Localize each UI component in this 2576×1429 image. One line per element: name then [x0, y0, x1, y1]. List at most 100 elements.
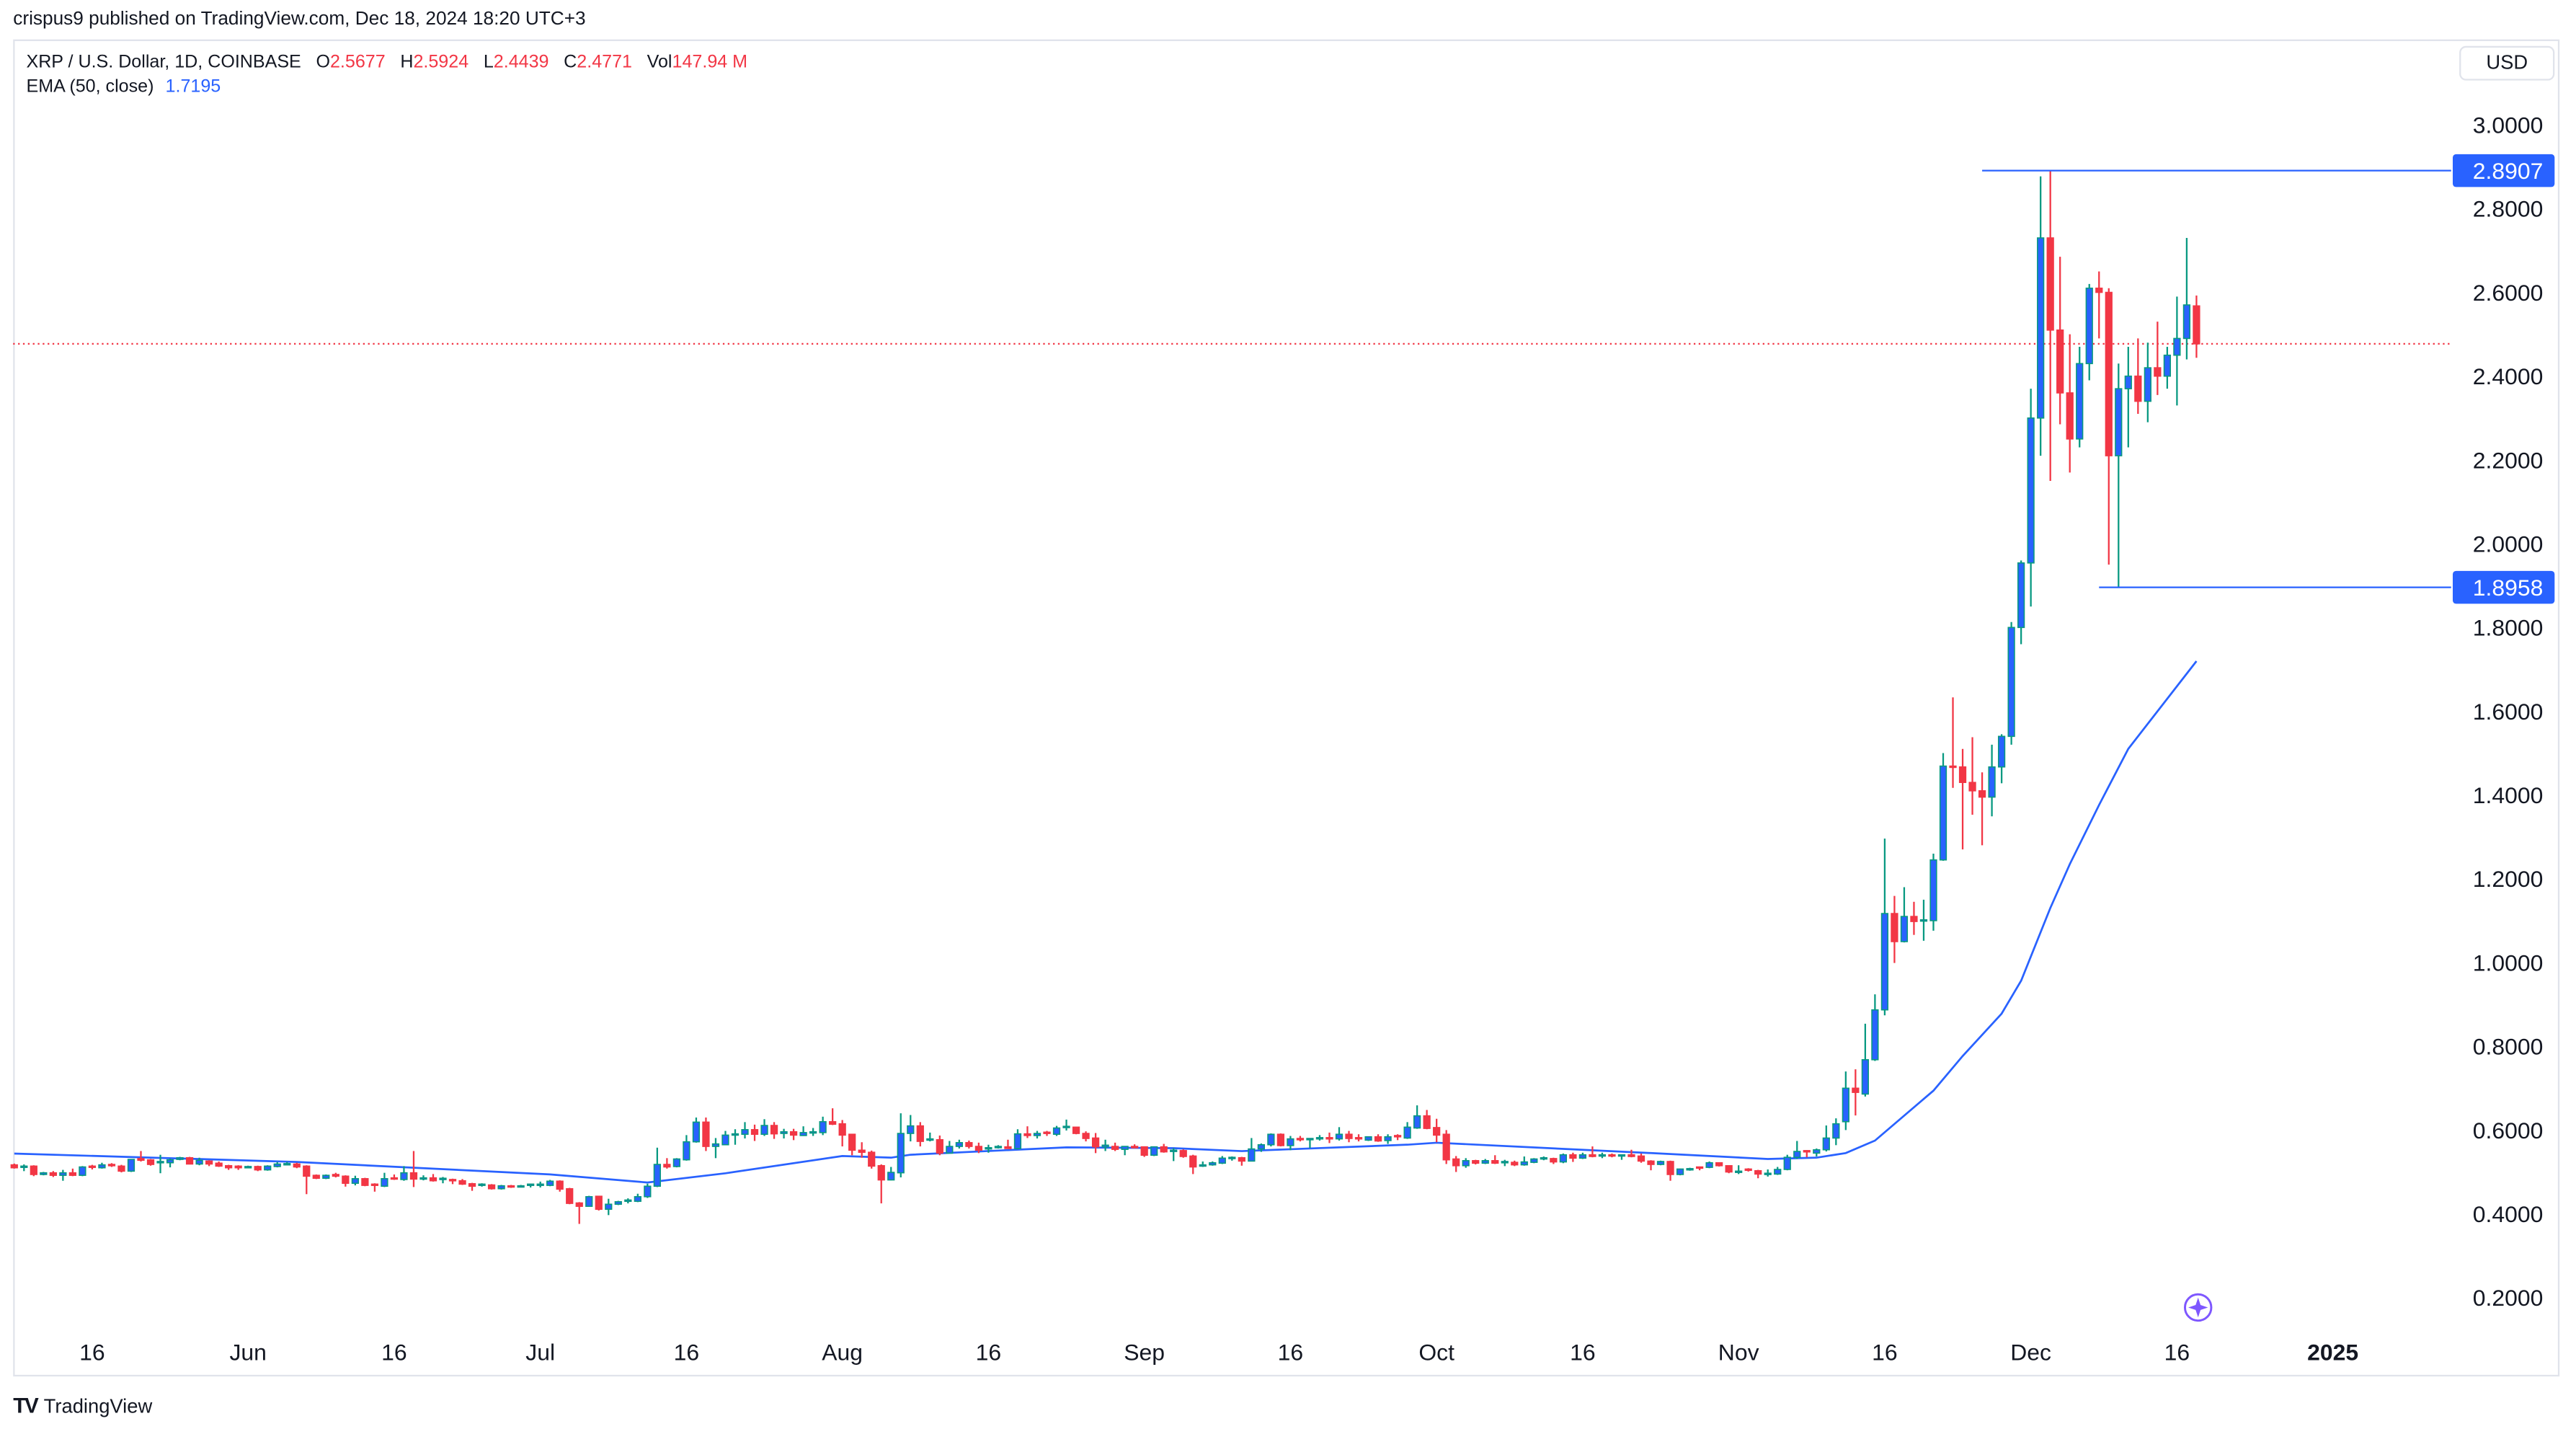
candle-body: [897, 1133, 905, 1174]
candle-body: [2066, 392, 2074, 440]
symbol-title[interactable]: XRP / U.S. Dollar, 1D, COINBASE: [26, 52, 301, 73]
candle-body: [1695, 1166, 1704, 1169]
candle-up: [156, 1154, 164, 1174]
candle-down: [750, 1124, 759, 1141]
candle-up: [497, 1185, 505, 1190]
candle-body: [789, 1131, 798, 1136]
time-axis-label: 16: [79, 1339, 105, 1365]
candle-up: [1052, 1125, 1061, 1136]
candle-body: [1686, 1168, 1694, 1171]
candle-down: [1647, 1160, 1655, 1171]
candle-body: [829, 1120, 837, 1125]
candle-up: [1170, 1148, 1178, 1162]
candle-down: [1910, 901, 1918, 935]
candle-down: [838, 1120, 846, 1147]
candle-up: [1656, 1160, 1665, 1166]
ema-label[interactable]: EMA (50, close): [26, 77, 154, 97]
candle-up: [79, 1166, 86, 1177]
candle-body: [1617, 1154, 1626, 1157]
candle-body: [1676, 1168, 1684, 1175]
candle-down: [107, 1163, 116, 1167]
candle-body: [926, 1138, 934, 1141]
candle-down: [254, 1165, 262, 1172]
candle-down: [1374, 1134, 1382, 1142]
candle-down: [1744, 1168, 1752, 1172]
candle-down: [30, 1165, 37, 1177]
candle-up: [1101, 1139, 1109, 1151]
candle-down: [1082, 1131, 1090, 1142]
candle-body: [1530, 1158, 1538, 1163]
candle-body: [293, 1163, 301, 1168]
candle-down: [2056, 257, 2064, 425]
candle-body: [1949, 765, 1957, 769]
tradingview-logo[interactable]: TV TradingView: [13, 1393, 152, 1417]
candle-up: [98, 1162, 106, 1169]
candle-body: [1335, 1133, 1343, 1140]
candle-body: [1140, 1146, 1148, 1156]
candle-body: [409, 1172, 418, 1180]
candle-body: [361, 1177, 369, 1186]
candle-body: [1705, 1162, 1713, 1168]
candle-body: [478, 1183, 486, 1186]
candle-body: [1306, 1138, 1314, 1141]
candle-down: [458, 1179, 466, 1185]
candle-body: [1345, 1133, 1353, 1139]
candle-up: [20, 1164, 28, 1172]
candle-body: [49, 1172, 57, 1176]
candle-down: [205, 1160, 213, 1167]
candle-down: [936, 1135, 943, 1156]
candle-down: [1111, 1142, 1119, 1151]
candle-up: [692, 1117, 701, 1143]
candle-body: [1559, 1154, 1567, 1163]
candle-body: [907, 1125, 915, 1134]
time-axis-label: Jul: [525, 1339, 555, 1365]
candle-down: [702, 1117, 710, 1151]
candle-body: [400, 1172, 408, 1180]
candle-body: [1540, 1156, 1547, 1160]
candle-body: [1608, 1154, 1616, 1157]
candle-up: [1248, 1138, 1256, 1162]
candle-up: [1617, 1154, 1626, 1160]
candle-down: [1715, 1162, 1723, 1167]
candle-down: [1491, 1155, 1499, 1164]
candle-body: [146, 1159, 155, 1165]
candle-up: [322, 1174, 330, 1180]
price-axis-label: 1.8000: [2473, 615, 2544, 641]
close-label: C: [564, 52, 577, 73]
time-axis-label: 16: [2164, 1339, 2190, 1365]
candle-body: [566, 1187, 574, 1204]
candle-body: [1276, 1133, 1285, 1146]
candle-body: [68, 1172, 77, 1176]
candle-body: [59, 1172, 67, 1176]
price-axis-label: 0.2000: [2473, 1285, 2544, 1311]
candle-down: [965, 1140, 973, 1149]
candle-up: [517, 1185, 525, 1188]
currency-button[interactable]: USD: [2459, 45, 2555, 81]
candle-up: [985, 1144, 992, 1153]
candle-down: [332, 1172, 339, 1178]
candle-body: [1160, 1146, 1168, 1153]
candle-body: [1364, 1136, 1372, 1141]
time-axis-label: 16: [976, 1339, 1001, 1365]
candle-down: [2134, 338, 2142, 414]
sparkle-icon[interactable]: [2183, 1293, 2213, 1322]
candle-up: [1705, 1161, 1713, 1169]
candle-down: [88, 1164, 97, 1170]
level-price-badge: [2452, 570, 2555, 604]
candle-up: [273, 1162, 281, 1168]
candle-down: [974, 1142, 983, 1154]
candle-body: [575, 1202, 583, 1207]
candle-up: [1598, 1152, 1607, 1159]
candle-body: [1715, 1162, 1723, 1167]
candle-body: [858, 1149, 866, 1153]
candle-up: [1121, 1146, 1129, 1156]
open-label: O: [316, 52, 330, 73]
candle-up: [1735, 1165, 1743, 1174]
candle-body: [916, 1125, 924, 1142]
candle-body: [2017, 562, 2025, 629]
sparkle-icon-star: [2188, 1297, 2208, 1318]
candle-body: [1939, 765, 1947, 861]
candle-body: [1656, 1161, 1665, 1165]
candle-body: [838, 1123, 846, 1136]
